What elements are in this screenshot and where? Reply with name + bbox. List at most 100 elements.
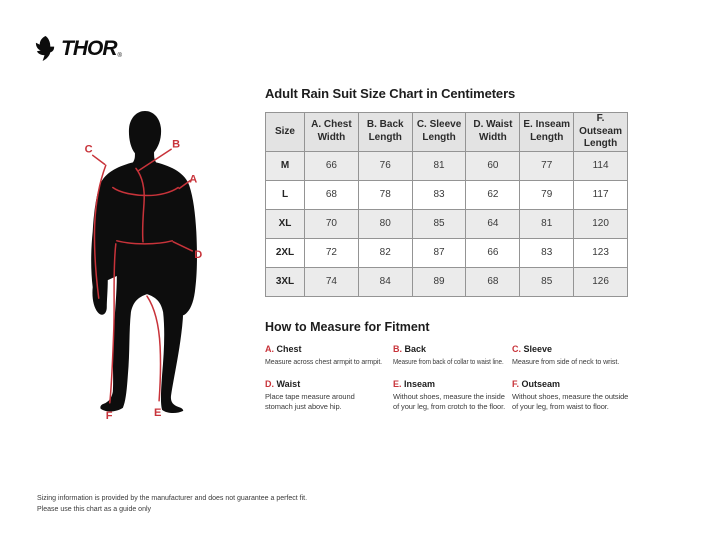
measure-item-description: Without shoes, measure the outside of yo… bbox=[512, 392, 629, 411]
value-cell: 82 bbox=[357, 237, 413, 268]
measure-item-name: Waist bbox=[276, 379, 301, 390]
column-header-2: B. Back Length bbox=[357, 112, 413, 152]
page-title: Adult Rain Suit Size Chart in Centimeter… bbox=[265, 86, 516, 101]
figure-label-a: A bbox=[189, 173, 197, 185]
measure-item-sleeve: C. Sleeve Measure from side of neck to wr… bbox=[512, 344, 631, 367]
chest-measure-line bbox=[112, 186, 179, 197]
table-row: L 68 78 83 62 79 117 bbox=[265, 179, 628, 210]
value-cell: 80 bbox=[357, 208, 413, 239]
measure-item-name: Inseam bbox=[404, 379, 436, 390]
column-header-3: C. Sleeve Length bbox=[411, 112, 467, 152]
figure-label-e: E bbox=[154, 407, 161, 419]
column-header-6: F. Outseam Length bbox=[573, 112, 628, 152]
measure-item-label: D. Waist bbox=[265, 379, 393, 389]
measure-item-name: Back bbox=[404, 343, 427, 354]
chart-content: Adult Rain Suit Size Chart in Centimeter… bbox=[265, 86, 631, 412]
measure-item-name: Outseam bbox=[521, 379, 561, 390]
value-cell: 83 bbox=[411, 179, 467, 210]
value-cell: 68 bbox=[465, 266, 521, 297]
value-cell: 70 bbox=[304, 208, 359, 239]
inseam-measure-line bbox=[146, 295, 162, 402]
value-cell: 81 bbox=[519, 208, 575, 239]
value-cell: 72 bbox=[304, 237, 359, 268]
body-figure-svg: A B C D E F bbox=[85, 111, 202, 422]
footer-disclaimer: Sizing information is provided by the ma… bbox=[37, 494, 307, 515]
waist-measure-line bbox=[116, 240, 173, 245]
measure-item-label: F. Outseam bbox=[512, 379, 631, 389]
waist-leader-line bbox=[172, 241, 194, 252]
figure-label-d: D bbox=[194, 249, 202, 261]
table-row: 2XL 72 82 87 66 83 123 bbox=[265, 237, 628, 268]
value-cell: 85 bbox=[519, 266, 575, 297]
measure-item-label: A. Chest bbox=[265, 344, 393, 354]
disclaimer-line-2: Please use this chart as a guide only bbox=[37, 505, 152, 513]
figure-label-f: F bbox=[106, 410, 113, 422]
value-cell: 87 bbox=[411, 237, 467, 268]
measure-item-label: B. Back bbox=[393, 344, 512, 354]
measure-item-label: E. Inseam bbox=[393, 379, 512, 389]
brand-name: THOR bbox=[61, 36, 117, 60]
figure-label-c: C bbox=[85, 143, 93, 155]
chest-leader-line bbox=[178, 179, 192, 190]
value-cell: 76 bbox=[357, 150, 413, 181]
value-cell: 83 bbox=[519, 237, 575, 268]
measurement-figure: A B C D E F bbox=[58, 103, 230, 435]
value-cell: 64 bbox=[465, 208, 521, 239]
value-cell: 77 bbox=[519, 150, 575, 181]
value-cell: 120 bbox=[573, 208, 628, 239]
size-table-head: Size A. Chest Width B. Back Length C. Sleev… bbox=[265, 112, 628, 152]
measure-item-description: Place tape measure around stomach just a… bbox=[265, 392, 355, 411]
size-cell: 2XL bbox=[265, 237, 305, 268]
column-header-0: Size bbox=[265, 112, 305, 152]
measure-item-waist: D. Waist Place tape measure around stomac… bbox=[265, 379, 393, 412]
back-leader-line bbox=[138, 148, 172, 172]
size-cell: L bbox=[265, 179, 305, 210]
measure-item-inseam: E. Inseam Without shoes, measure the insi… bbox=[393, 379, 512, 412]
thor-goat-icon bbox=[35, 35, 55, 61]
registered-mark: ® bbox=[117, 53, 122, 59]
column-header-4: D. Waist Width bbox=[465, 112, 521, 152]
measure-item-letter: D. bbox=[265, 379, 274, 390]
outseam-measure-line bbox=[109, 243, 117, 404]
value-cell: 123 bbox=[573, 237, 628, 268]
measure-item-chest: A. Chest Measure across chest armpit to a… bbox=[265, 344, 393, 367]
value-cell: 117 bbox=[573, 179, 628, 210]
table-row: 3XL 74 84 89 68 85 126 bbox=[265, 266, 628, 297]
measure-item-name: Chest bbox=[276, 343, 302, 354]
value-cell: 89 bbox=[411, 266, 467, 297]
measure-item-description: Without shoes, measure the inside of you… bbox=[393, 392, 506, 411]
table-row: XL 70 80 85 64 81 120 bbox=[265, 208, 628, 239]
measure-item-outseam: F. Outseam Without shoes, measure the out… bbox=[512, 379, 631, 412]
value-cell: 66 bbox=[465, 237, 521, 268]
body-silhouette bbox=[91, 111, 197, 414]
measure-item-name: Sleeve bbox=[523, 343, 553, 354]
size-cell: 3XL bbox=[265, 266, 305, 297]
measure-item-letter: A. bbox=[265, 343, 274, 354]
measure-item-description: Measure across chest armpit to armpit. bbox=[265, 356, 383, 366]
back-measure-line bbox=[135, 167, 145, 243]
sleeve-measure-line bbox=[93, 164, 107, 299]
value-cell: 126 bbox=[573, 266, 628, 297]
column-header-5: E. Inseam Length bbox=[519, 112, 575, 152]
value-cell: 81 bbox=[411, 150, 467, 181]
measure-item-letter: F. bbox=[512, 379, 520, 390]
value-cell: 60 bbox=[465, 150, 521, 181]
size-cell: XL bbox=[265, 208, 305, 239]
value-cell: 62 bbox=[465, 179, 521, 210]
sleeve-leader-line bbox=[91, 154, 106, 166]
size-table-body: M 66 76 81 60 77 114 L 68 78 83 62 79 117 XL 70 80 85 64 81… bbox=[265, 150, 628, 297]
measure-item-letter: C. bbox=[512, 343, 521, 354]
figure-label-b: B bbox=[172, 138, 180, 150]
measure-item-letter: B. bbox=[393, 343, 402, 354]
value-cell: 85 bbox=[411, 208, 467, 239]
measure-item-description: Measure from back of collar to waist lin… bbox=[393, 356, 504, 366]
value-cell: 68 bbox=[304, 179, 359, 210]
value-cell: 78 bbox=[357, 179, 413, 210]
size-table: Size A. Chest Width B. Back Length C. Sleev… bbox=[265, 112, 628, 297]
value-cell: 84 bbox=[357, 266, 413, 297]
measure-grid: A. Chest Measure across chest armpit to a… bbox=[265, 344, 631, 412]
column-header-1: A. Chest Width bbox=[304, 112, 359, 152]
measure-item-description: Measure from side of neck to wrist. bbox=[512, 356, 620, 366]
measure-item-back: B. Back Measure from back of collar to wa… bbox=[393, 344, 512, 367]
